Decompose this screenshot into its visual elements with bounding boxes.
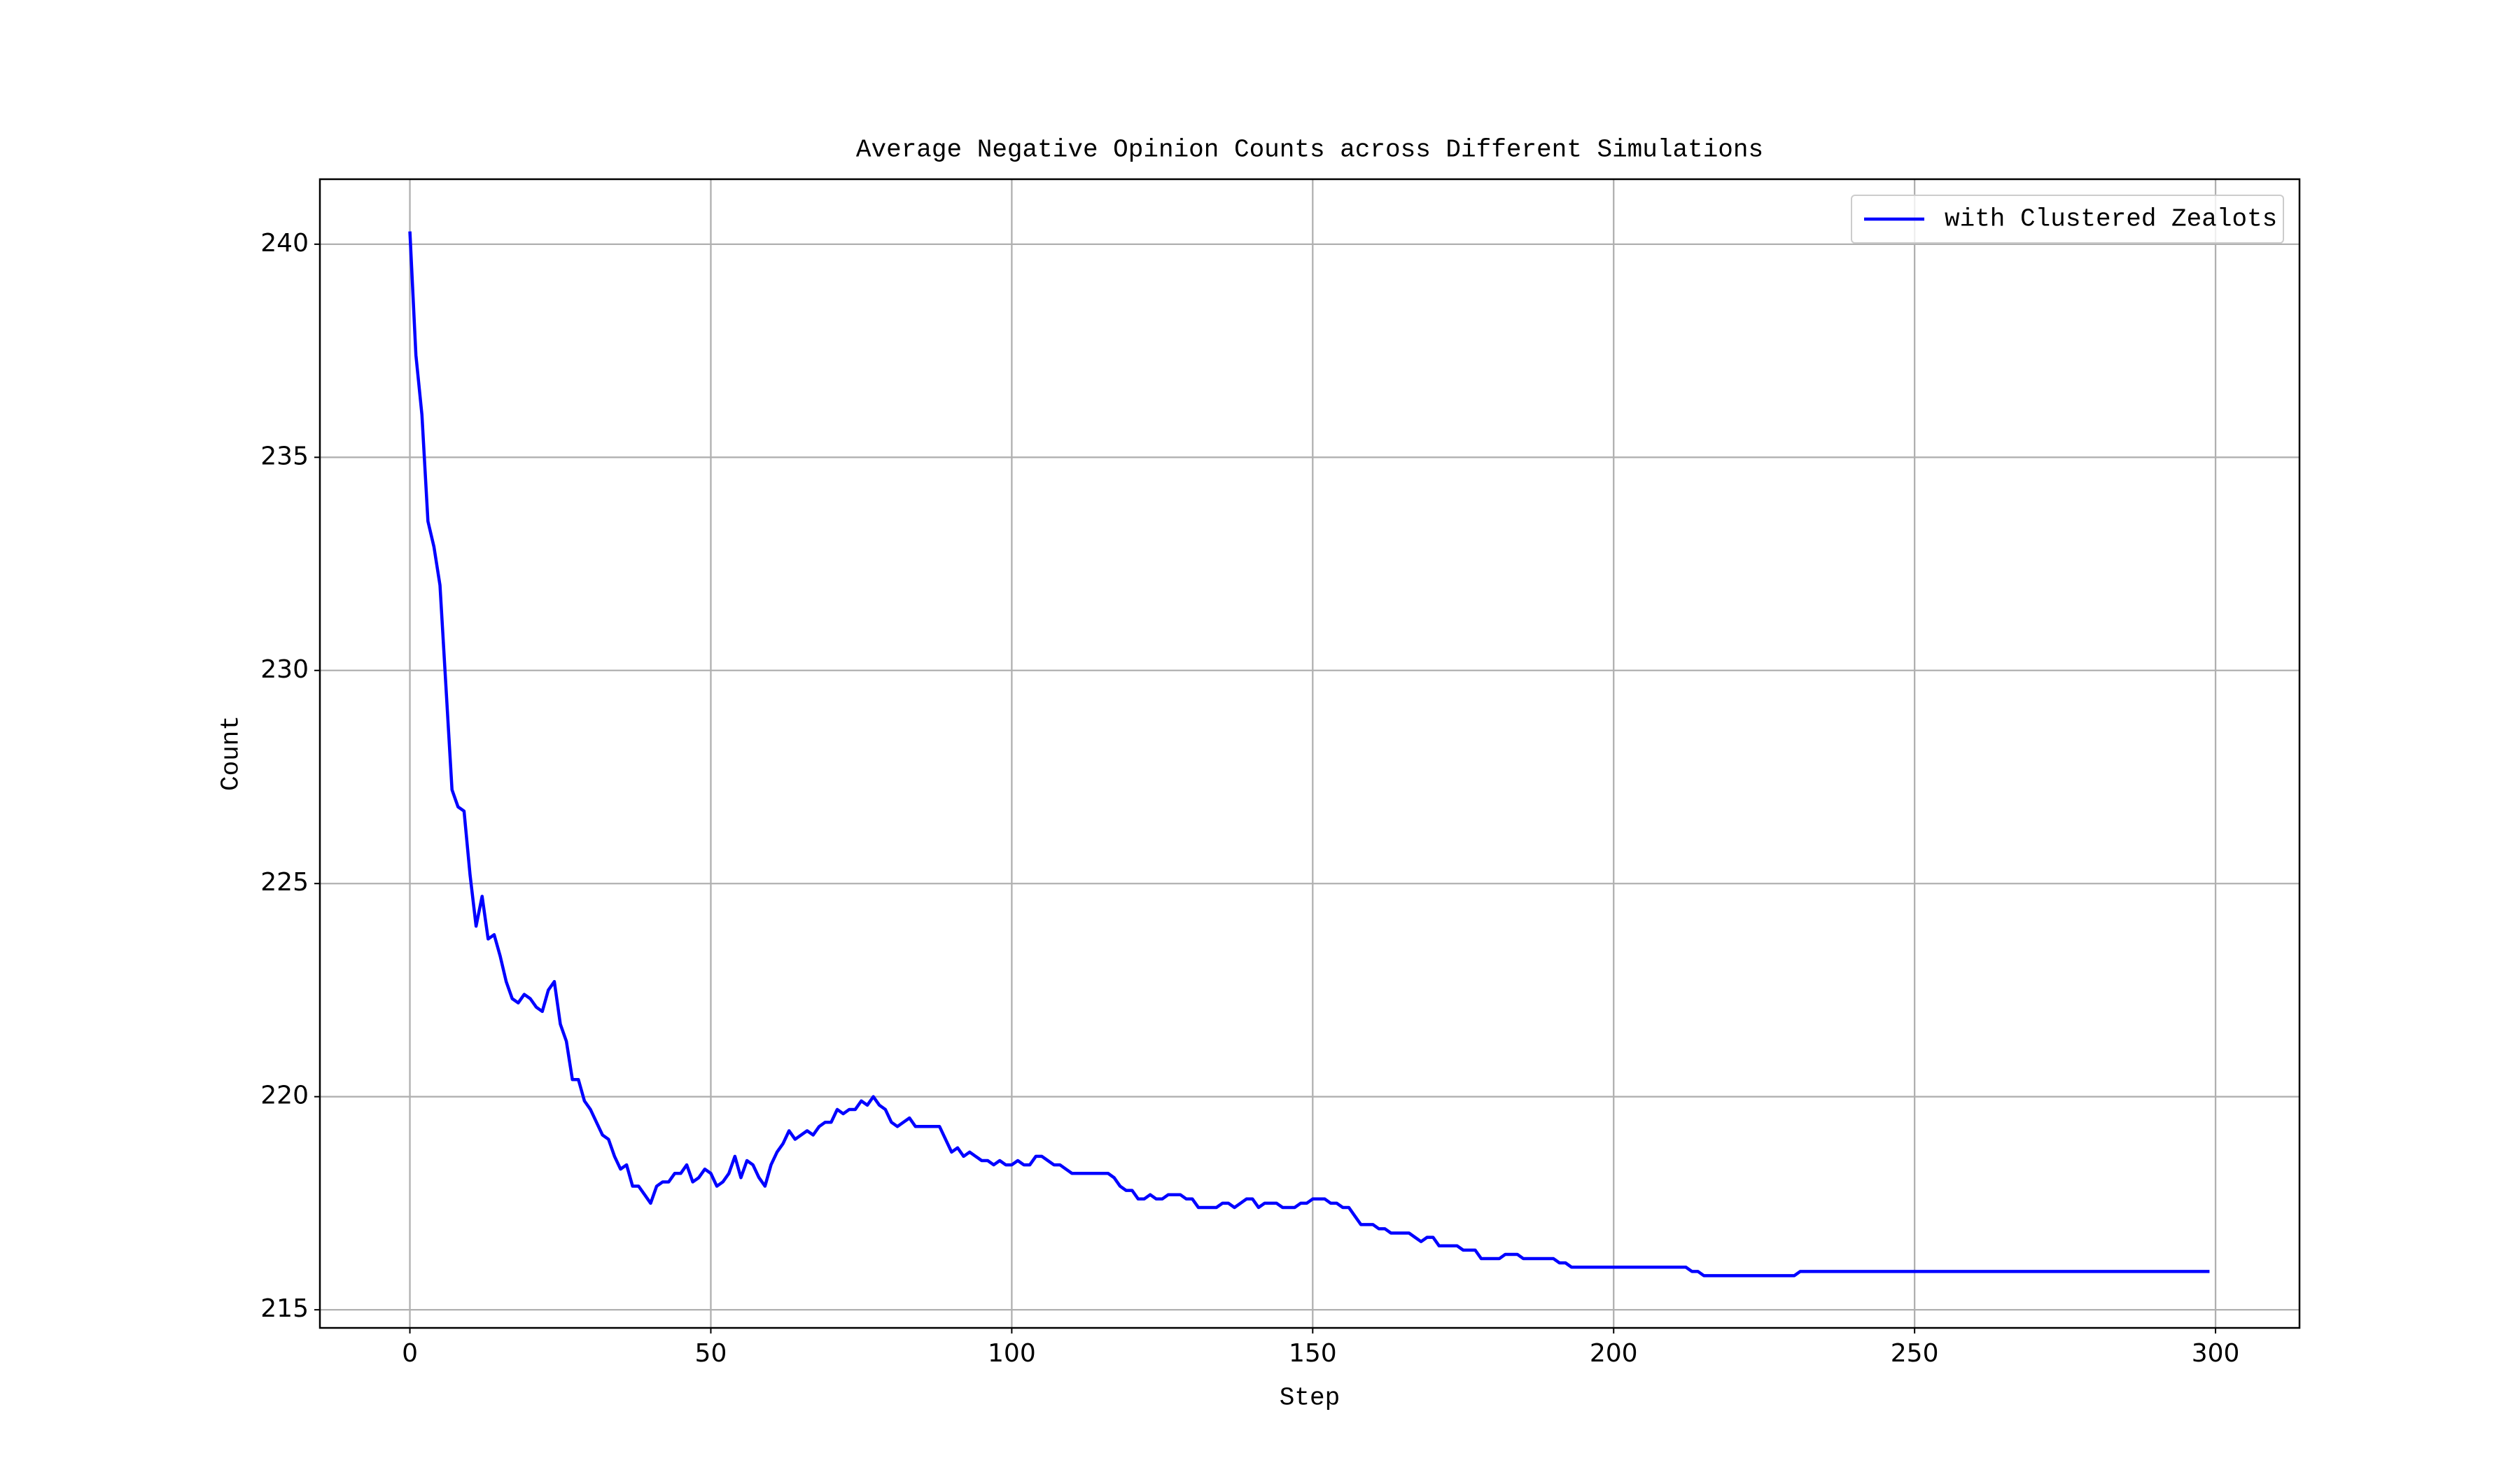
y-tick-label: 240 — [260, 229, 309, 258]
y-tick-label: 215 — [260, 1294, 309, 1323]
y-axis-label: Count — [217, 715, 246, 791]
x-axis-label: Step — [1280, 1384, 1340, 1413]
x-tick-label: 200 — [1590, 1339, 1638, 1368]
x-tick-label: 0 — [402, 1339, 418, 1368]
plot-frame — [318, 178, 2301, 1329]
legend-box — [1851, 195, 2284, 244]
x-tick-label: 50 — [695, 1339, 727, 1368]
x-tick-label: 150 — [1289, 1339, 1337, 1368]
y-tick-label: 235 — [260, 442, 309, 470]
y-tick-label: 220 — [260, 1082, 309, 1110]
data-line — [408, 231, 2210, 1278]
x-tick-label: 100 — [988, 1339, 1036, 1368]
x-tick-label: 250 — [1891, 1339, 1939, 1368]
x-tick-label: 300 — [2192, 1339, 2240, 1368]
legend-label: with Clustered Zealots — [1945, 205, 2277, 234]
y-tick-label: 230 — [260, 655, 309, 684]
legend: with Clustered Zealots — [1851, 195, 2284, 244]
chart-title: Average Negative Opinion Counts across D… — [856, 136, 1763, 164]
y-tick-label: 225 — [260, 868, 309, 897]
